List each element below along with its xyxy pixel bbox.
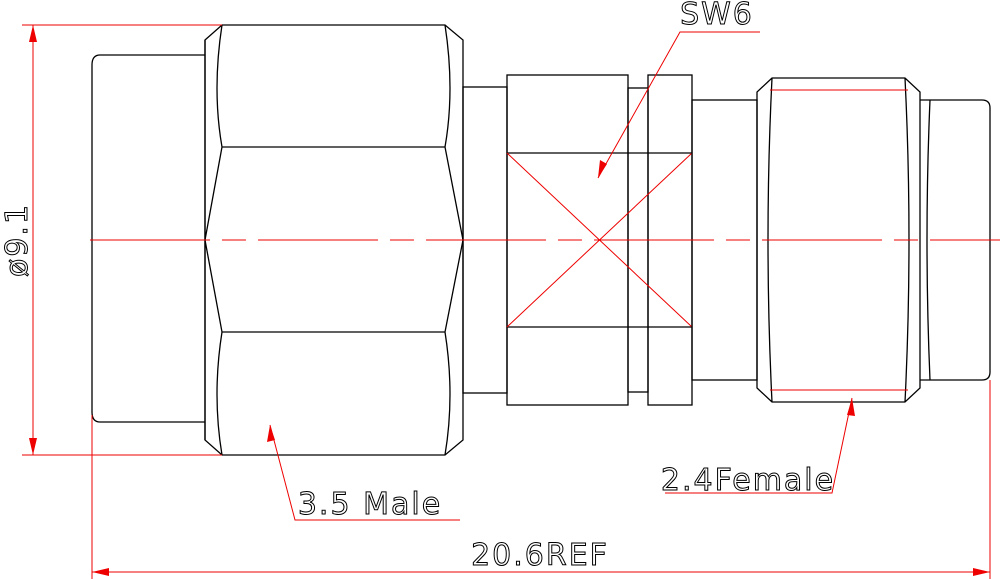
diameter-label: ø9.1: [0, 203, 35, 277]
diameter-dim: [22, 24, 222, 456]
coupling-body: [91, 54, 205, 423]
female-arrow: [847, 398, 855, 416]
sleeve-lines: [770, 89, 908, 391]
hex-faces: [204, 24, 464, 456]
arrows: [29, 25, 990, 576]
female-leader: [665, 397, 853, 494]
sw-label: SW6: [680, 0, 754, 32]
male-label: 3.5 Male: [298, 487, 442, 522]
sw-leader: [597, 31, 760, 179]
hex-nut: [204, 24, 464, 456]
length-label: 20.6REF: [471, 538, 609, 573]
female-label: 2.4Female: [661, 463, 835, 498]
male-arrow: [267, 425, 275, 442]
flat-lines: [507, 152, 692, 328]
sw-arrow: [598, 160, 607, 178]
male-leader: [269, 424, 460, 521]
length-dim: [91, 380, 991, 579]
